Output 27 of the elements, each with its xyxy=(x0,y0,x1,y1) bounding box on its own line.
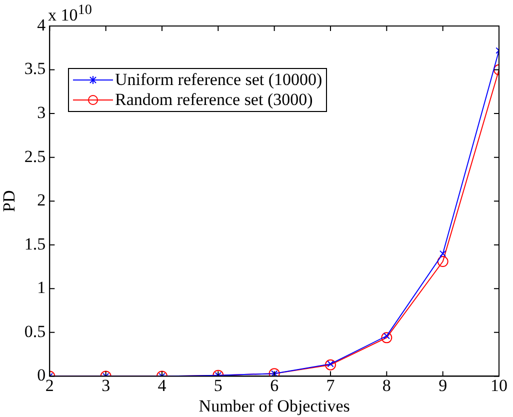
y-tick-label: 0.5 xyxy=(24,322,46,341)
point xyxy=(440,250,446,257)
y-tick-label: 1.5 xyxy=(24,234,46,254)
y-tick-label: 1 xyxy=(37,278,46,298)
y-tick-label: 2.5 xyxy=(24,146,46,166)
y-axis-title: PD xyxy=(0,190,19,212)
y-tick-label: 3.5 xyxy=(24,59,46,78)
y-tick-label: 4 xyxy=(37,15,46,34)
y-tick-label: 3 xyxy=(37,103,46,122)
x-tick-label: 6 xyxy=(270,376,279,395)
legend-label: Uniform reference set (10000) xyxy=(115,70,322,90)
legend-label: Random reference set (3000) xyxy=(115,90,313,110)
point xyxy=(381,332,392,344)
y-tick-label: 0 xyxy=(37,366,46,385)
x-tick-label: 5 xyxy=(214,376,222,395)
x-tick-label: 7 xyxy=(326,376,336,395)
point xyxy=(214,372,222,376)
point xyxy=(437,256,448,268)
x-tick-label: 9 xyxy=(438,376,448,395)
point xyxy=(324,359,336,370)
x-tick-label: 10 xyxy=(490,376,508,395)
text: x 10$^{10}$ xyxy=(48,2,92,26)
x-tick-label: 3 xyxy=(102,376,110,395)
x-tick-label: 4 xyxy=(158,376,167,395)
x-tick-label: 8 xyxy=(382,376,391,395)
y-tick-label: 2 xyxy=(37,190,46,210)
x-axis-title: Number of Objectives xyxy=(198,396,350,416)
